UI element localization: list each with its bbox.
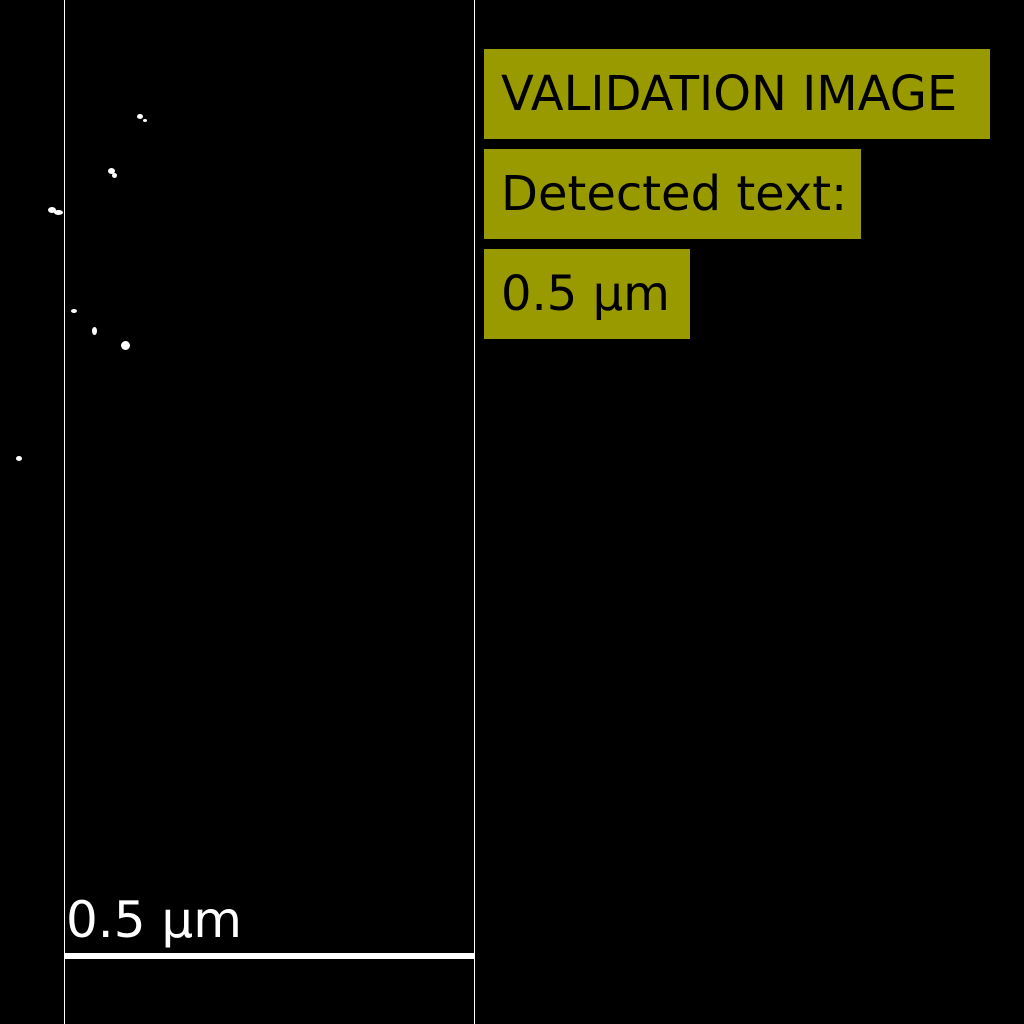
particle-speck (71, 309, 77, 313)
particle-speck (16, 456, 22, 461)
validation-title: VALIDATION IMAGE (484, 49, 990, 139)
scale-bar (64, 953, 475, 959)
detected-text-label: Detected text: (484, 149, 861, 239)
particle-speck (121, 341, 130, 350)
panel-right-edge (474, 0, 475, 1024)
scale-bar-label: 0.5 µm (66, 891, 242, 949)
particle-speck (108, 168, 115, 174)
particle-speck (112, 173, 117, 178)
particle-speck (48, 207, 56, 213)
particle-speck (54, 210, 63, 215)
particle-speck (92, 327, 97, 335)
particle-speck (137, 114, 143, 119)
panel-left-edge (64, 0, 65, 1024)
detected-text-value: 0.5 µm (484, 249, 690, 339)
particle-speck (143, 119, 147, 122)
